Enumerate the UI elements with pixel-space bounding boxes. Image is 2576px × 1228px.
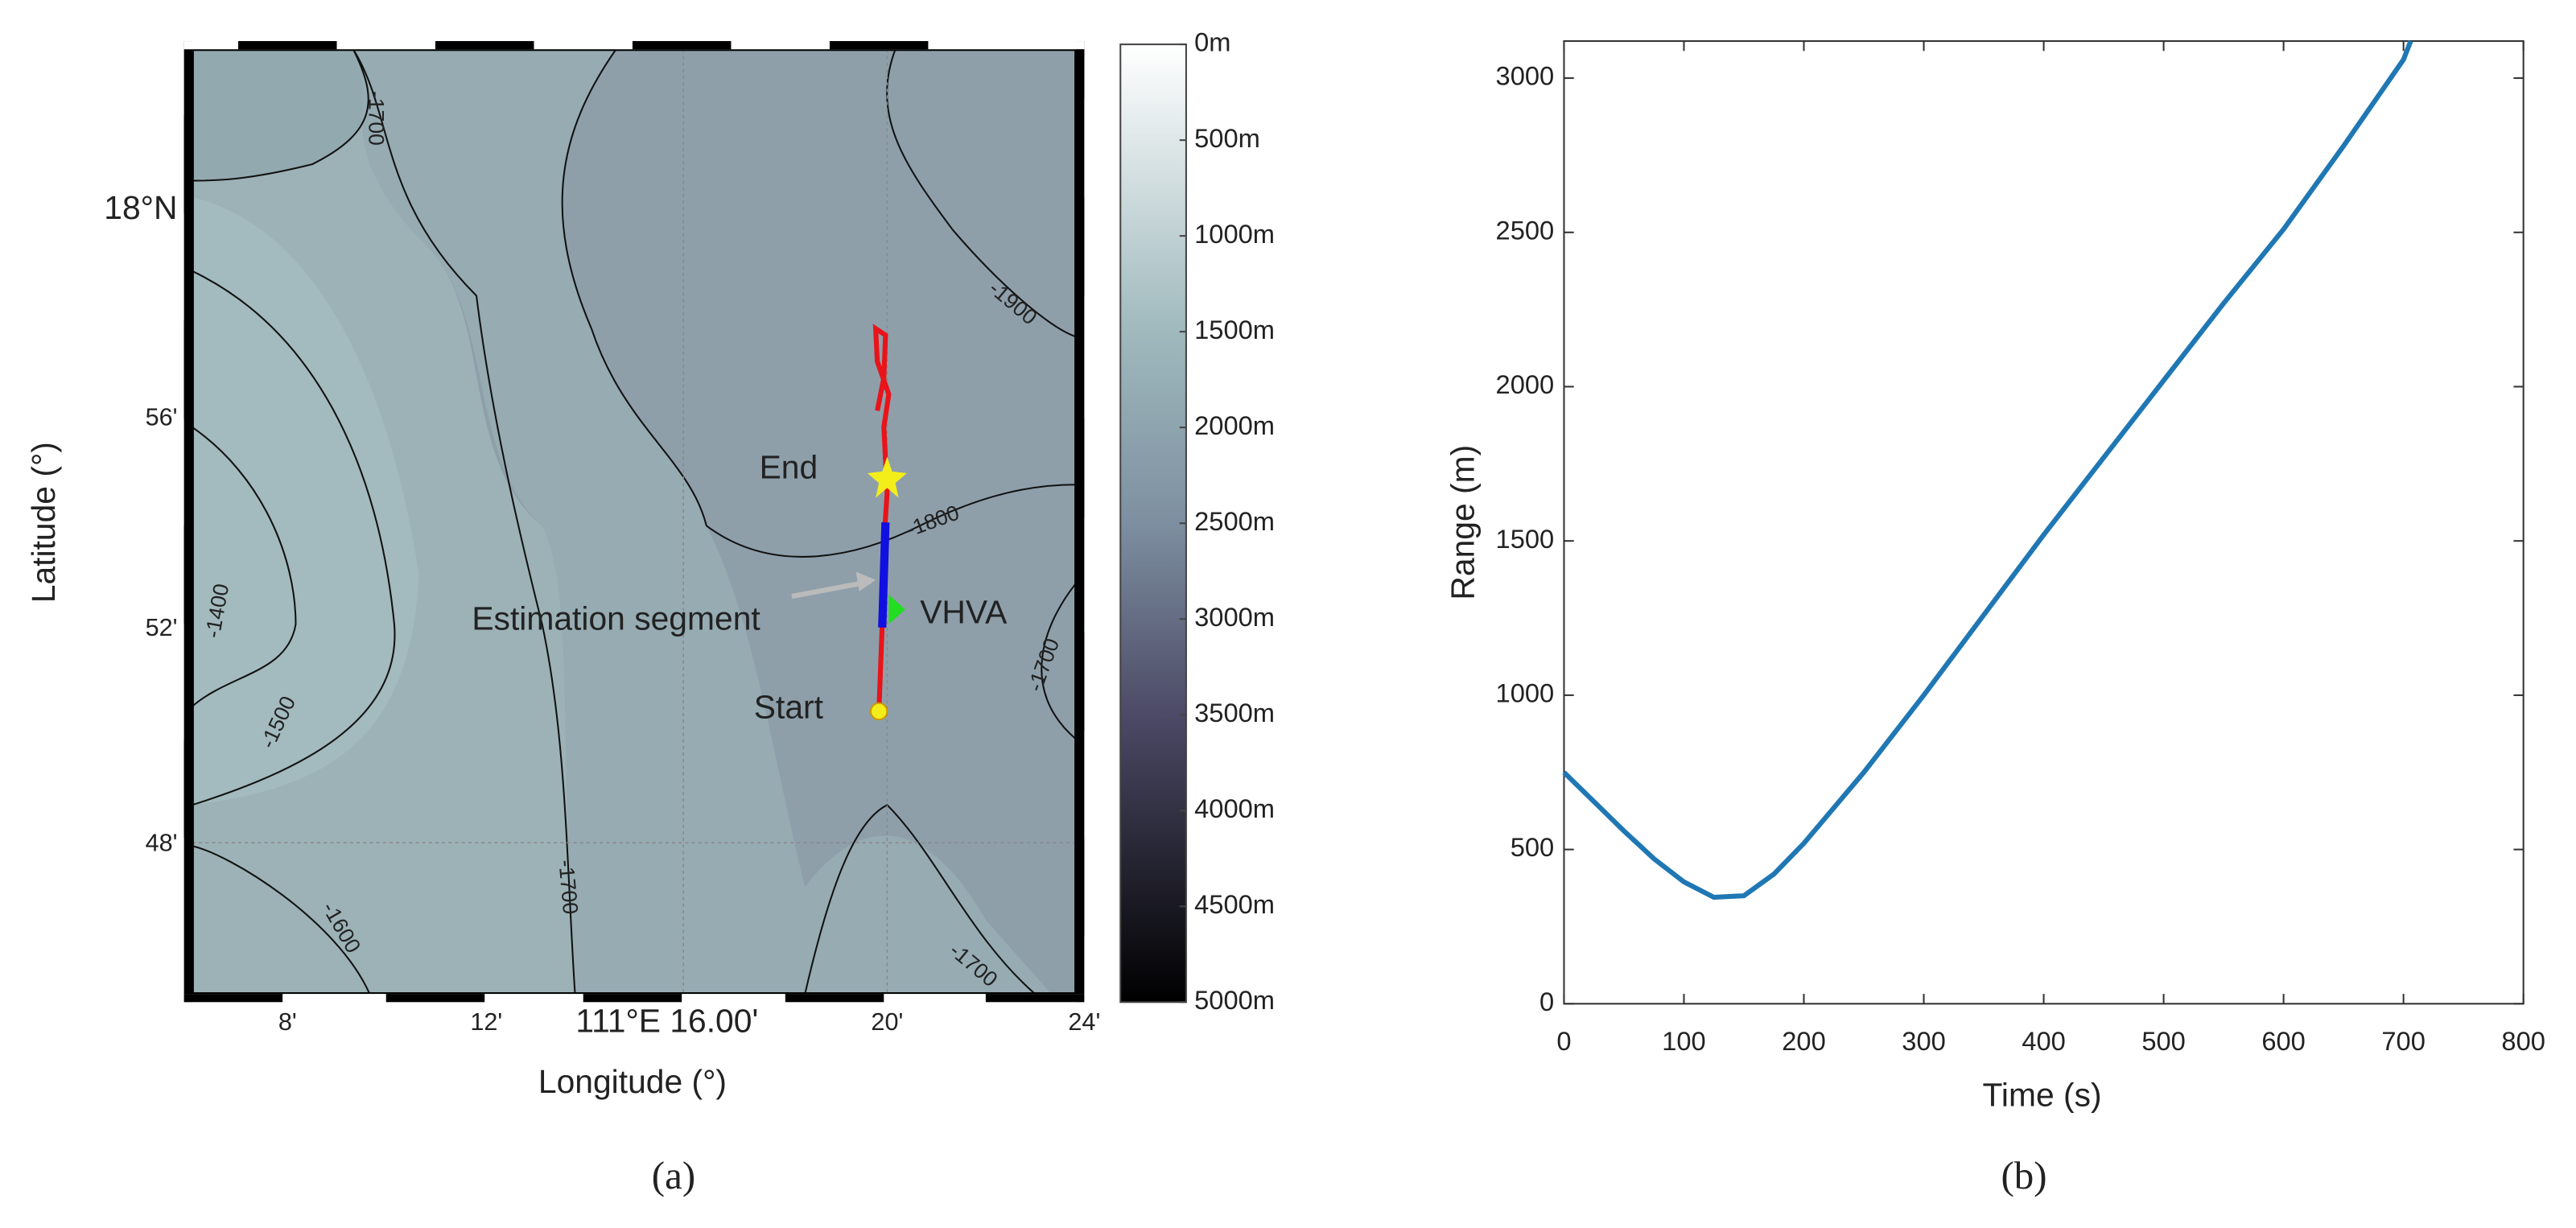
x-tick-label: 12' xyxy=(470,1008,502,1036)
line xyxy=(1562,39,2413,900)
y-tick-label: 3000 xyxy=(1496,61,1555,91)
frame xyxy=(183,41,1085,1003)
x-axis-label: Time (s) xyxy=(1982,1076,2101,1113)
colorbar-label: 3000m xyxy=(1194,602,1275,632)
contour-label: -1700 xyxy=(554,859,583,915)
y-tick-label: 0 xyxy=(1539,987,1554,1016)
colorbar-label: 2500m xyxy=(1194,506,1275,536)
colorbar-label: 1000m xyxy=(1194,219,1275,249)
annotation: End xyxy=(760,449,818,486)
x-tick-label: 600 xyxy=(2261,1026,2306,1056)
x-tick-label: 700 xyxy=(2381,1026,2426,1056)
x-tick-label: 400 xyxy=(2022,1026,2066,1056)
y-tick-label: 18°N xyxy=(104,189,177,226)
colorbar-label: 1500m xyxy=(1194,315,1275,344)
y-tick-label: 2000 xyxy=(1496,369,1555,399)
colorbar-label: 4000m xyxy=(1194,793,1275,823)
colorbar-label: 3500m xyxy=(1194,698,1275,727)
y-tick-label: 56' xyxy=(146,404,178,431)
contour-label: -1700 xyxy=(364,91,388,146)
x-tick-label: 800 xyxy=(2501,1026,2545,1056)
line-panel xyxy=(1563,40,2524,1005)
x-axis-label: Longitude (°) xyxy=(538,1063,727,1100)
colorbar-label: 5000m xyxy=(1194,985,1275,1015)
x-tick-label: 100 xyxy=(1662,1026,1706,1056)
y-tick-label: 500 xyxy=(1511,832,1555,862)
x-tick-label: 111°E 16.00' xyxy=(575,1003,758,1040)
y-tick-label: 1500 xyxy=(1496,524,1555,554)
grid xyxy=(192,49,1077,995)
annotation: Estimation segment xyxy=(472,600,760,637)
caption: (a) xyxy=(652,1153,695,1197)
y-axis-label: Latitude (°) xyxy=(25,442,62,603)
annotation: VHVA xyxy=(920,593,1008,630)
region xyxy=(352,49,1052,995)
y-axis-label: Range (m) xyxy=(1445,445,1482,600)
x-tick-label: 0 xyxy=(1556,1026,1571,1056)
x-tick-label: 500 xyxy=(2141,1026,2186,1056)
y-tick-label: 2500 xyxy=(1496,215,1555,245)
colorbar-label: 2000m xyxy=(1194,410,1275,440)
x-tick-label: 300 xyxy=(1902,1026,1946,1056)
y-tick-label: 1000 xyxy=(1496,678,1555,708)
annotation: Start xyxy=(754,689,824,726)
colorbar-label: 500m xyxy=(1194,123,1260,153)
region xyxy=(192,49,369,181)
caption: (b) xyxy=(2001,1153,2047,1197)
map-panel xyxy=(183,41,1187,1003)
y-tick-label: 52' xyxy=(146,614,178,641)
region xyxy=(192,196,419,806)
track xyxy=(791,323,907,721)
colorbar xyxy=(1119,43,1187,1003)
x-tick-label: 24' xyxy=(1068,1008,1100,1036)
plot-frame xyxy=(1563,40,2524,1005)
colorbar-label: 4500m xyxy=(1194,889,1275,919)
colorbar-label: 0m xyxy=(1194,27,1230,57)
x-tick-label: 8' xyxy=(278,1008,297,1036)
x-tick-label: 200 xyxy=(1782,1026,1826,1056)
y-tick-label: 48' xyxy=(146,829,178,856)
x-tick-label: 20' xyxy=(871,1008,903,1036)
